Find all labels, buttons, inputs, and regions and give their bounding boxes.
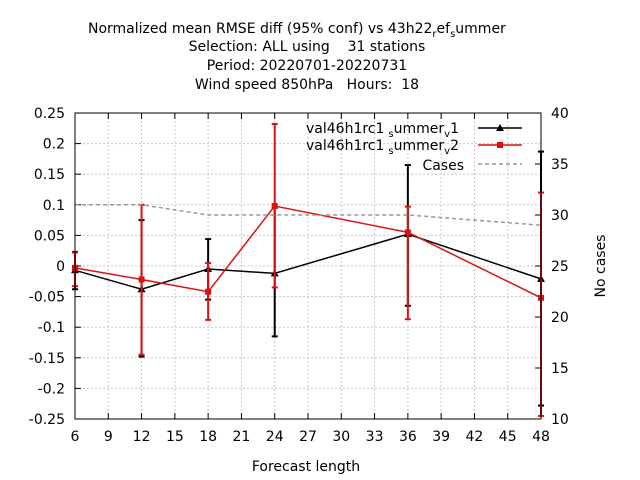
x-tick-label: 45 (499, 429, 517, 445)
y2-axis-label: No cases (593, 235, 609, 298)
y-tick-label: -0.05 (29, 290, 65, 306)
y-tick-label: 0.15 (34, 167, 65, 183)
y-tick-label: 0.05 (34, 228, 65, 244)
y-tick-label: -0.25 (29, 412, 65, 428)
x-axis-label: Forecast length (252, 459, 360, 475)
y2-tick-label: 15 (551, 361, 569, 377)
legend-label-cases: Cases (422, 158, 464, 174)
legend-marker-series-2 (497, 142, 503, 148)
legend-label-series-1: val46h1rc1 summerv1 (306, 121, 459, 140)
data-point (271, 203, 278, 210)
plot-frame (74, 112, 542, 420)
y-tick-label: -0.15 (29, 351, 65, 367)
x-tick-label: 18 (199, 429, 217, 445)
axis-ticks: 6 9 12 15 18 21 24 27 30 33 36 39 42 45 48 0.25 0.2 0.15 0… (29, 106, 569, 445)
y2-tick-label: 40 (551, 106, 569, 122)
y2-tick-label: 25 (551, 259, 569, 275)
y-tick-label: -0.1 (38, 320, 65, 336)
x-tick-label: 9 (104, 429, 113, 445)
x-tick-label: 21 (233, 429, 251, 445)
x-tick-label: 6 (71, 429, 80, 445)
y2-tick-label: 30 (551, 208, 569, 224)
grid (75, 113, 541, 419)
legend: val46h1rc1 summerv1 val46h1rc1 summerv2 Ca… (306, 121, 522, 174)
series-line (74, 205, 542, 299)
y-tick-label: 0.2 (43, 137, 65, 153)
x-tick-label: 30 (332, 429, 350, 445)
y-tick-label: 0.1 (43, 198, 65, 214)
y-tick-label: 0.25 (34, 106, 65, 122)
x-tick-label: 48 (532, 429, 550, 445)
legend-marker-series-1 (496, 124, 504, 131)
data-point (138, 276, 145, 283)
chart-title-line-1: Normalized mean RMSE diff (95% conf) vs … (88, 21, 506, 40)
x-tick-label: 12 (133, 429, 151, 445)
data-point (404, 229, 411, 236)
x-tick-label: 24 (266, 429, 284, 445)
chart-title-line-2: Selection: ALL using 31 stations (189, 39, 426, 55)
x-tick-label: 42 (466, 429, 484, 445)
chart-title-line-3: Period: 20220701-20220731 (207, 58, 407, 74)
x-tick-label: 27 (299, 429, 317, 445)
legend-label-series-2: val46h1rc1 summerv2 (306, 138, 459, 157)
series-line (74, 233, 542, 291)
y2-tick-label: 10 (551, 412, 569, 428)
y2-tick-label: 35 (551, 157, 569, 173)
y-tick-label: -0.2 (38, 381, 65, 397)
y2-tick-label: 20 (551, 310, 569, 326)
x-tick-label: 15 (166, 429, 184, 445)
x-tick-label: 36 (399, 429, 417, 445)
chart-title-line-4: Wind speed 850hPa Hours: 18 (195, 77, 419, 93)
x-tick-label: 39 (432, 429, 450, 445)
data-point (205, 288, 212, 295)
x-tick-label: 33 (366, 429, 384, 445)
y-tick-label: 0 (56, 259, 65, 275)
